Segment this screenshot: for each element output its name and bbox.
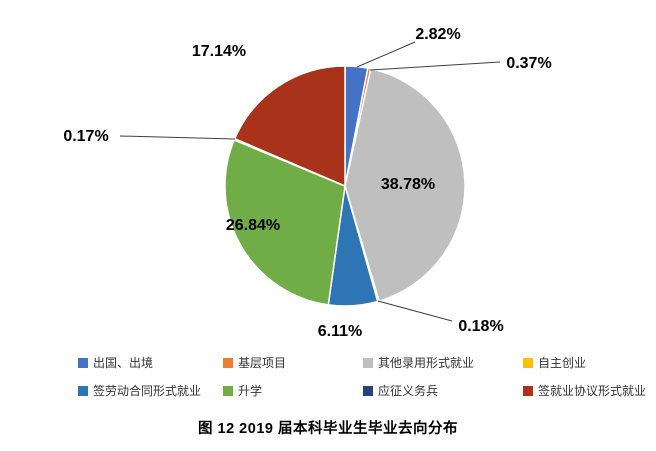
figure-caption: 图 12 2019 届本科毕业生毕业去向分布 <box>198 421 458 437</box>
legend-item: 基层项目 <box>223 354 363 371</box>
legend-item: 应征义务兵 <box>363 382 523 399</box>
legend-item: 出国、出境 <box>78 354 223 371</box>
pie-slice-8 <box>233 65 346 187</box>
pie-slice-6 <box>224 139 346 306</box>
slice-percentage-label: 0.17% <box>63 128 108 145</box>
slice-percentage-label: 0.37% <box>506 55 551 72</box>
pie-chart: 2.82% 0.37% 38.78% 0.18% 6.11% 26.84% 0.17% 17.… <box>63 26 551 340</box>
slice-percentage-label: 2.82% <box>415 26 460 43</box>
slice-percentage-label: 26.84% <box>226 217 280 234</box>
legend-label: 应征义务兵 <box>378 384 439 398</box>
legend-label: 自主创业 <box>538 356 587 370</box>
legend-swatch <box>223 357 233 368</box>
legend-label: 基层项目 <box>238 356 287 370</box>
legend-swatch <box>523 357 533 368</box>
legend-label: 签劳动合同形式就业 <box>93 384 202 398</box>
leader-line <box>356 41 416 68</box>
legend-swatch <box>223 385 233 396</box>
legend-item: 自主创业 <box>523 354 656 371</box>
legend-item: 签劳动合同形式就业 <box>78 382 223 399</box>
slice-percentage-label: 17.14% <box>192 43 246 60</box>
legend-swatch <box>523 385 533 396</box>
leader-line <box>377 300 453 322</box>
pie-slice-3 <box>344 68 466 302</box>
legend-label: 出国、出境 <box>93 356 154 370</box>
legend-label: 其他录用形式就业 <box>378 356 475 370</box>
legend-item: 升学 <box>223 382 363 399</box>
legend-swatch <box>363 385 373 396</box>
legend-item: 其他录用形式就业 <box>363 354 523 371</box>
slice-percentage-label: 38.78% <box>381 176 435 193</box>
legend-label: 升学 <box>238 384 263 398</box>
leader-line <box>119 135 236 140</box>
chart-legend: 出国、出境 基层项目 其他录用形式就业 自主创业签劳动合同形式就业 升学 应征义务兵 签就业… <box>0 354 656 399</box>
leader-line <box>369 61 501 71</box>
slice-percentage-label: 6.11% <box>318 323 362 340</box>
legend-swatch <box>78 357 88 368</box>
slice-percentage-label: 0.18% <box>458 318 503 335</box>
legend-label: 签就业协议形式就业 <box>538 384 647 398</box>
legend-swatch <box>78 385 88 396</box>
legend-item: 签就业协议形式就业 <box>523 382 656 399</box>
legend-swatch <box>363 357 373 368</box>
